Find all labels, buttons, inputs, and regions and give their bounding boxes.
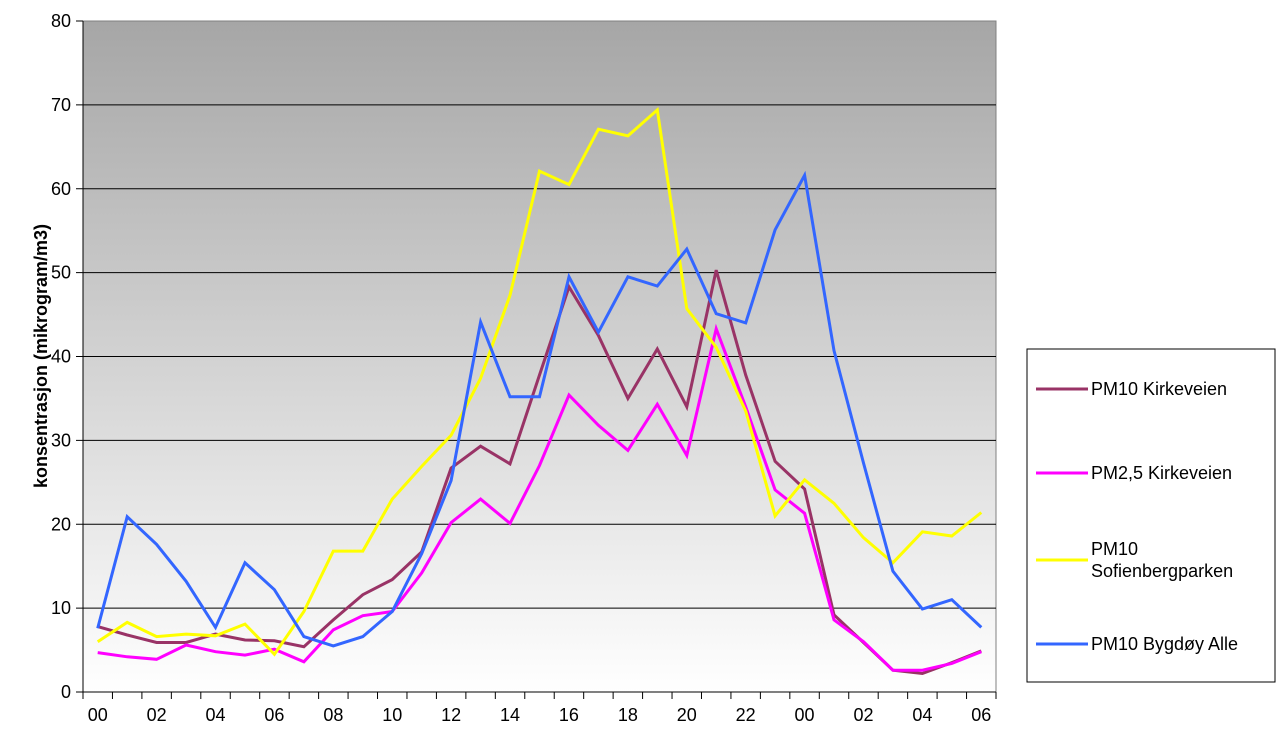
x-tick-label: 04 bbox=[912, 705, 932, 725]
y-tick-label: 50 bbox=[51, 263, 71, 283]
x-tick-label: 02 bbox=[853, 705, 873, 725]
x-tick-label: 12 bbox=[441, 705, 461, 725]
x-tick-label: 04 bbox=[206, 705, 226, 725]
legend-label: PM10 Kirkeveien bbox=[1091, 379, 1227, 399]
y-tick-label: 10 bbox=[51, 598, 71, 618]
legend: PM10 Kirkeveien PM2,5 Kirkeveien PM10Sofie… bbox=[1026, 348, 1276, 683]
x-tick-label: 10 bbox=[382, 705, 402, 725]
y-axis-label: konsentrasjon (mikrogram/m3) bbox=[31, 224, 51, 488]
x-tick-label: 00 bbox=[88, 705, 108, 725]
legend-label: PM10 Bygdøy Alle bbox=[1091, 634, 1238, 654]
y-tick-label: 40 bbox=[51, 347, 71, 367]
legend-label: Sofienbergparken bbox=[1091, 561, 1233, 581]
x-tick-label: 02 bbox=[147, 705, 167, 725]
grid-lines bbox=[83, 104, 996, 609]
x-tick-label: 08 bbox=[323, 705, 343, 725]
legend-box bbox=[1026, 348, 1276, 683]
y-tick-label: 0 bbox=[61, 682, 71, 702]
x-tick-label: 16 bbox=[559, 705, 579, 725]
x-tick-label: 06 bbox=[971, 705, 991, 725]
data-series bbox=[96, 106, 983, 676]
x-tick-labels: 00 02 04 06 08 10 12 14 16 18 20 22 00 02 04 06 bbox=[88, 705, 992, 725]
x-tick-label: 00 bbox=[795, 705, 815, 725]
y-tick-labels: 0 10 20 30 40 50 60 70 80 bbox=[51, 11, 71, 702]
x-tick-label: 18 bbox=[618, 705, 638, 725]
y-tick-label: 20 bbox=[51, 514, 71, 534]
legend-label: PM10 bbox=[1091, 539, 1138, 559]
series-line-2 bbox=[96, 106, 983, 657]
x-tick-label: 06 bbox=[264, 705, 284, 725]
y-tick-label: 70 bbox=[51, 95, 71, 115]
axes bbox=[76, 20, 997, 699]
x-tick-label: 14 bbox=[500, 705, 520, 725]
y-tick-label: 30 bbox=[51, 430, 71, 450]
y-tick-label: 60 bbox=[51, 179, 71, 199]
y-tick-label: 80 bbox=[51, 11, 71, 31]
legend-label: PM2,5 Kirkeveien bbox=[1091, 463, 1232, 483]
x-tick-label: 20 bbox=[677, 705, 697, 725]
series-line-1 bbox=[97, 323, 982, 672]
x-tick-label: 22 bbox=[736, 705, 756, 725]
series-line-3 bbox=[96, 170, 983, 648]
